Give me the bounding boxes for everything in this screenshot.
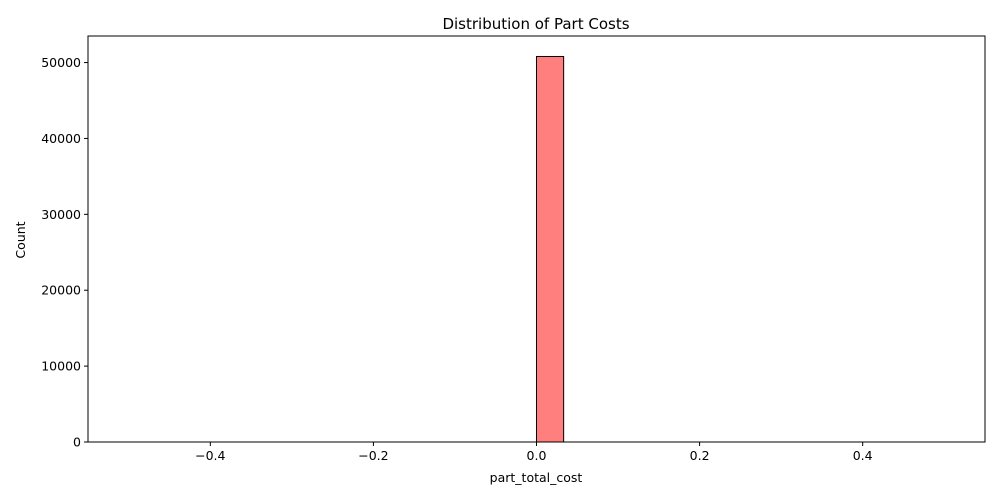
x-tick-label: 0.2: [690, 448, 710, 463]
y-tick-label: 0: [73, 435, 81, 450]
y-tick-label: 10000: [41, 359, 81, 374]
x-tick-label: 0.4: [853, 448, 873, 463]
y-tick-label: 20000: [41, 283, 81, 298]
histogram-bar: [536, 55, 565, 443]
x-tick-label: 0.0: [527, 448, 547, 463]
x-axis-title: part_total_cost: [490, 470, 583, 485]
plot-area: [128, 55, 945, 443]
y-tick-label: 40000: [41, 131, 81, 146]
chart-title: Distribution of Part Costs: [442, 15, 629, 33]
x-tick-label: −0.4: [195, 448, 225, 463]
y-tick-label: 50000: [41, 55, 81, 70]
x-axis: −0.4 −0.2 0.0 0.2 0.4: [195, 442, 873, 463]
x-tick-label: −0.2: [358, 448, 388, 463]
y-axis-title: Count: [13, 221, 28, 258]
y-tick-label: 30000: [41, 207, 81, 222]
y-axis: 0 10000 20000 30000 40000 50000: [41, 55, 88, 450]
